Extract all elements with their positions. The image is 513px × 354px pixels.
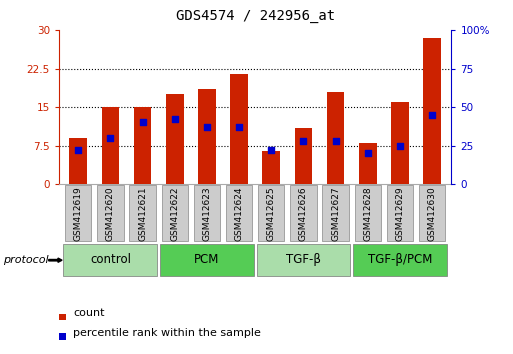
- FancyBboxPatch shape: [258, 185, 285, 241]
- Text: GSM412619: GSM412619: [74, 186, 83, 241]
- Point: [235, 124, 243, 130]
- Text: TGF-β: TGF-β: [286, 253, 321, 266]
- Text: GSM412622: GSM412622: [170, 186, 180, 240]
- Text: percentile rank within the sample: percentile rank within the sample: [73, 328, 261, 338]
- Point: [331, 138, 340, 144]
- Text: GSM412624: GSM412624: [234, 186, 244, 240]
- FancyBboxPatch shape: [387, 185, 413, 241]
- Bar: [69, 138, 87, 184]
- Bar: [263, 151, 280, 184]
- FancyBboxPatch shape: [419, 185, 445, 241]
- Text: GSM412627: GSM412627: [331, 186, 340, 241]
- FancyBboxPatch shape: [97, 185, 124, 241]
- FancyBboxPatch shape: [162, 185, 188, 241]
- Text: count: count: [73, 308, 105, 318]
- Text: control: control: [90, 253, 131, 266]
- Point: [139, 120, 147, 125]
- Point: [74, 147, 83, 153]
- FancyBboxPatch shape: [353, 244, 447, 276]
- Bar: [391, 102, 409, 184]
- Bar: [230, 74, 248, 184]
- Bar: [134, 107, 151, 184]
- Text: GSM412630: GSM412630: [428, 186, 437, 241]
- Text: GSM412621: GSM412621: [138, 186, 147, 241]
- FancyBboxPatch shape: [323, 185, 349, 241]
- Text: GDS4574 / 242956_at: GDS4574 / 242956_at: [175, 9, 335, 23]
- Text: GSM412629: GSM412629: [396, 186, 404, 241]
- FancyBboxPatch shape: [65, 185, 91, 241]
- Bar: [359, 143, 377, 184]
- FancyBboxPatch shape: [160, 244, 254, 276]
- FancyBboxPatch shape: [256, 244, 350, 276]
- Point: [300, 138, 308, 144]
- Text: GSM412625: GSM412625: [267, 186, 276, 241]
- Point: [364, 150, 372, 156]
- FancyBboxPatch shape: [226, 185, 252, 241]
- Text: TGF-β/PCM: TGF-β/PCM: [368, 253, 432, 266]
- Point: [171, 116, 179, 122]
- Point: [106, 135, 114, 141]
- Text: protocol: protocol: [3, 255, 48, 265]
- Text: GSM412628: GSM412628: [363, 186, 372, 241]
- Point: [203, 124, 211, 130]
- Point: [267, 147, 275, 153]
- Bar: [327, 92, 345, 184]
- Point: [428, 112, 436, 118]
- Bar: [166, 94, 184, 184]
- FancyBboxPatch shape: [194, 185, 220, 241]
- Bar: [423, 38, 441, 184]
- Bar: [102, 107, 120, 184]
- Text: GSM412620: GSM412620: [106, 186, 115, 241]
- Text: GSM412626: GSM412626: [299, 186, 308, 241]
- FancyBboxPatch shape: [129, 185, 156, 241]
- FancyBboxPatch shape: [64, 244, 157, 276]
- Bar: [294, 128, 312, 184]
- FancyBboxPatch shape: [290, 185, 317, 241]
- Bar: [198, 89, 216, 184]
- Text: PCM: PCM: [194, 253, 220, 266]
- Text: GSM412623: GSM412623: [203, 186, 211, 241]
- FancyBboxPatch shape: [354, 185, 381, 241]
- Point: [396, 143, 404, 148]
